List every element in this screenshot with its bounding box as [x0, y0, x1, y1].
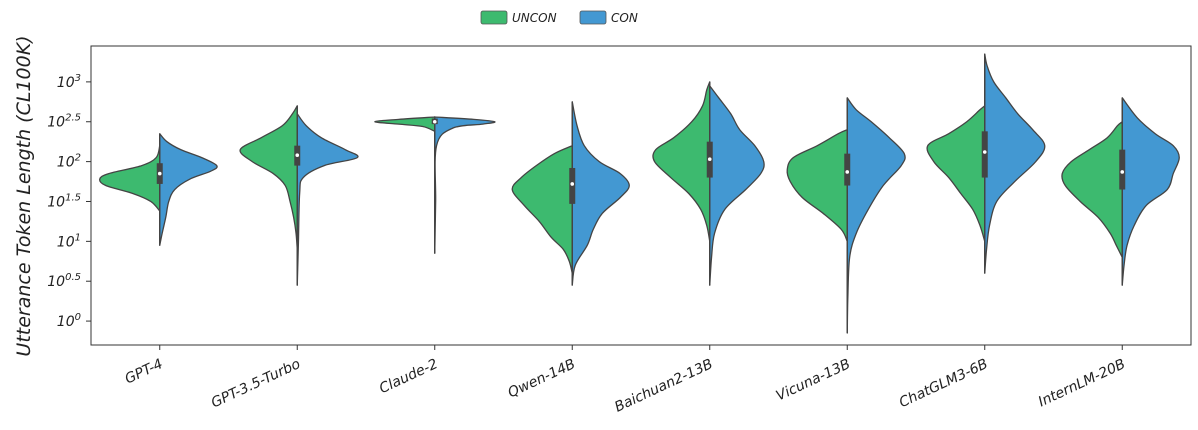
iqr-box — [844, 153, 851, 186]
median-dot — [570, 182, 575, 186]
violin-half-uncon — [511, 145, 573, 274]
median-dot — [432, 119, 437, 124]
x-tick-label: Vicuna-13B — [774, 356, 853, 404]
y-tick-label: 100.5 — [47, 272, 81, 290]
iqr-box — [569, 167, 576, 204]
median-dot — [157, 171, 162, 176]
y-tick-label: 102 — [57, 153, 81, 171]
median-dot — [845, 170, 850, 174]
iqr-box — [1119, 149, 1126, 190]
violin-half-con — [709, 85, 765, 286]
x-tick-label: GPT-3.5-Turbo — [209, 356, 303, 411]
violin-claude-2 — [374, 116, 496, 254]
violin-baichuan2-13b — [652, 81, 765, 286]
violin-half-con — [296, 113, 359, 286]
violin-vicuna-13b — [786, 97, 906, 334]
violin-half-con — [984, 53, 1046, 274]
x-axis-ticks: GPT-4 GPT-3.5-Turbo Claude-2 Qwen-14B Baichu… — [123, 345, 1128, 416]
median-dot — [295, 153, 300, 158]
violin-half-uncon — [786, 129, 848, 242]
violin-internlm-20b — [1061, 97, 1180, 286]
violin-half-uncon — [239, 105, 298, 250]
violin-half-uncon — [926, 105, 986, 242]
violin-gpt-4 — [98, 133, 218, 246]
violin-qwen-14b — [511, 101, 630, 286]
violin-half-con — [571, 101, 630, 286]
y-axis-ticks: 100 100.5 101 101.5 102 102.5 103 — [47, 73, 91, 330]
violin-half-uncon — [374, 116, 436, 132]
legend: UNCON CON — [480, 10, 638, 25]
median-dot — [982, 150, 987, 154]
violins — [98, 53, 1180, 334]
violin-chatglm3-6b — [926, 53, 1046, 274]
violin-half-con — [846, 97, 906, 334]
y-tick-label: 101.5 — [47, 192, 81, 210]
violin-half-uncon — [652, 81, 711, 242]
iqr-box — [981, 131, 988, 178]
y-tick-label: 100 — [57, 312, 81, 330]
y-tick-label: 101 — [57, 232, 81, 250]
x-tick-label: Claude-2 — [377, 356, 441, 397]
violin-gpt-3.5-turbo — [239, 105, 359, 286]
violin-half-con — [1121, 97, 1180, 286]
y-tick-label: 103 — [57, 73, 81, 91]
x-tick-label: Qwen-14B — [506, 356, 578, 401]
x-tick-label: Baichuan2-13B — [612, 356, 715, 415]
x-tick-label: InternLM-20B — [1036, 356, 1128, 410]
violin-half-con — [434, 116, 496, 254]
violin-half-con — [159, 133, 218, 246]
violin-half-uncon — [1061, 121, 1123, 258]
legend-swatch-con — [579, 10, 607, 25]
y-axis-label: Utterance Token Length (CL100K) — [13, 35, 35, 356]
x-tick-label: ChatGLM3-6B — [897, 356, 991, 411]
legend-label-con: CON — [611, 11, 638, 25]
median-dot — [1120, 170, 1125, 174]
median-dot — [707, 157, 712, 162]
legend-label-uncon: UNCON — [512, 11, 557, 25]
y-tick-label: 102.5 — [47, 113, 81, 131]
violin-half-uncon — [98, 145, 161, 212]
plot-area-frame — [90, 45, 1192, 346]
x-tick-label: GPT-4 — [123, 356, 166, 387]
legend-swatch-uncon — [480, 10, 508, 25]
